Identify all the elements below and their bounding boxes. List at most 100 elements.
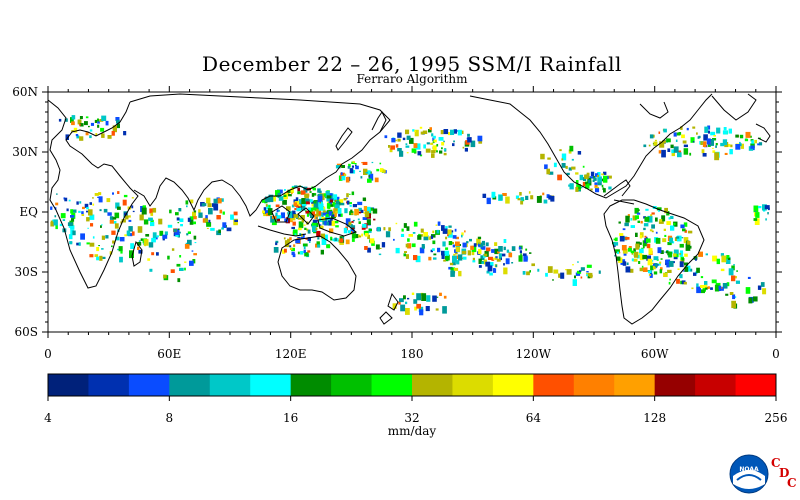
rain-patch — [455, 241, 460, 247]
rain-patch — [519, 192, 522, 196]
rain-patch — [406, 226, 410, 231]
rain-patch — [597, 176, 602, 183]
rain-patch — [486, 270, 490, 274]
rain-patch — [206, 197, 211, 204]
rain-patch — [414, 130, 416, 133]
map-axes: 60N 30N EQ 30S 60S 0 60E 120E 180 120W 60W 0 — [12, 85, 782, 361]
rain-patch — [720, 268, 725, 272]
rain-patch — [270, 216, 275, 223]
map-title: December 22 – 26, 1995 SSM/I Rainfall — [202, 52, 622, 76]
rain-patch — [141, 207, 147, 215]
rain-patch — [94, 193, 99, 196]
rain-patch — [216, 215, 221, 220]
rain-patch — [70, 229, 74, 235]
rain-patch — [683, 237, 689, 244]
rain-patch — [522, 253, 527, 256]
rain-patch — [675, 236, 680, 239]
rain-patch — [706, 138, 711, 145]
rain-patch — [650, 214, 653, 217]
lon-label: 120E — [275, 347, 307, 361]
rain-patch — [543, 199, 548, 204]
rain-patch — [625, 237, 630, 240]
rain-patch — [577, 151, 582, 155]
cdc-letter-3: C — [787, 476, 797, 490]
rain-patch — [193, 253, 197, 256]
rain-patch — [344, 208, 348, 214]
rain-patch — [184, 261, 187, 263]
rain-patch — [536, 196, 542, 203]
rain-patch — [309, 214, 314, 218]
rain-patch — [294, 185, 298, 189]
rain-patch — [331, 213, 334, 215]
rain-patch — [367, 234, 370, 240]
rain-patch — [329, 193, 333, 196]
rain-patch — [311, 211, 316, 216]
colorbar-swatch — [250, 374, 292, 396]
rain-patch — [645, 238, 651, 243]
rain-patch — [82, 206, 85, 210]
rain-patch — [529, 270, 531, 273]
rain-patch — [354, 208, 359, 216]
rain-patch — [111, 131, 115, 136]
rain-patch — [565, 269, 567, 271]
rain-patch — [442, 306, 447, 314]
rain-patch — [545, 272, 548, 277]
rain-patch — [53, 219, 58, 226]
colorbar-swatch — [654, 374, 696, 396]
rain-patch — [498, 246, 503, 252]
rain-patch — [79, 201, 82, 204]
colorbar-swatch — [492, 374, 534, 396]
rain-patch — [472, 260, 476, 263]
rain-patch — [648, 144, 651, 147]
rain-patch — [491, 249, 495, 253]
rain-patch — [464, 147, 468, 152]
rain-patch — [112, 217, 117, 220]
rain-patch — [603, 188, 606, 193]
rain-patch — [608, 186, 612, 190]
rain-patch — [176, 217, 180, 221]
rain-patch — [193, 210, 197, 213]
rain-patch — [345, 239, 350, 245]
rain-patch — [405, 301, 408, 305]
rain-patch — [453, 267, 459, 271]
rain-patch — [489, 262, 494, 266]
rain-patch — [226, 227, 232, 232]
rain-patch — [568, 149, 572, 154]
rain-patch — [619, 233, 624, 236]
rain-patch — [683, 281, 687, 285]
rain-patch — [684, 229, 687, 233]
rain-patch — [754, 218, 760, 225]
rain-patch — [85, 116, 89, 119]
colorbar-swatch — [128, 374, 170, 396]
rain-patch — [297, 251, 300, 255]
rain-patch — [391, 138, 396, 143]
rain-patch — [395, 222, 398, 225]
rain-patch — [295, 197, 299, 201]
rain-patch — [366, 219, 371, 225]
rain-patch — [648, 270, 652, 274]
rain-patch — [117, 191, 120, 194]
rain-patch — [680, 126, 683, 130]
rain-patch — [138, 240, 141, 242]
rain-patch — [695, 258, 697, 261]
rain-patch — [661, 215, 666, 222]
rain-patch — [293, 229, 298, 236]
rain-patch — [679, 252, 683, 257]
rain-patch — [722, 130, 728, 135]
rain-patch — [431, 133, 434, 137]
rain-patch — [363, 212, 366, 214]
rain-patch — [109, 220, 114, 224]
rain-patch — [296, 208, 301, 212]
rain-patch — [291, 251, 295, 256]
rain-patch — [187, 217, 191, 222]
rain-patch — [184, 244, 190, 249]
rain-patch — [653, 271, 658, 275]
rain-patch — [540, 153, 545, 160]
rain-patch — [687, 241, 691, 245]
rain-patch — [455, 246, 460, 252]
rain-patch — [176, 263, 181, 267]
rain-patch — [648, 274, 652, 276]
rain-patch — [303, 186, 308, 193]
rain-patch — [348, 221, 352, 226]
rain-patch — [525, 195, 529, 200]
